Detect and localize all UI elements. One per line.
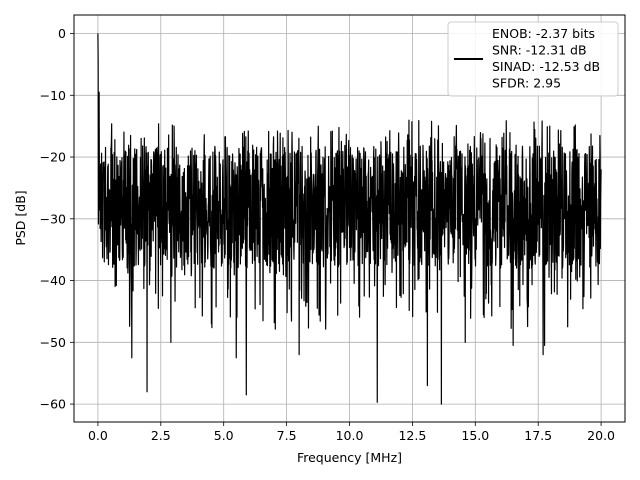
legend-label-line: SNR: -12.31 dB <box>492 43 587 58</box>
legend-label-line: SINAD: -12.53 dB <box>492 59 600 74</box>
legend-label-line: ENOB: -2.37 bits <box>492 26 595 41</box>
x-axis-ticks: 0.0 2.5 5.0 7.5 10.0 12.5 15.0 17.5 20.0 <box>88 422 615 443</box>
y-axis-ticks: 0 −10 −20 −30 −40 −50 −60 <box>40 26 74 412</box>
x-tick-label: 0.0 <box>88 428 108 443</box>
series-layer <box>97 33 602 405</box>
legend: ENOB: -2.37 bits SNR: -12.31 dB SINAD: -12… <box>447 21 619 97</box>
y-tick-label: −30 <box>40 211 66 226</box>
x-tick-label: 2.5 <box>151 428 171 443</box>
y-tick-label: 0 <box>58 26 66 41</box>
x-tick-label: 10.0 <box>336 428 364 443</box>
x-tick-label: 15.0 <box>461 428 489 443</box>
y-tick-label: −60 <box>40 397 66 412</box>
y-tick-label: −50 <box>40 335 66 350</box>
y-tick-label: −40 <box>40 273 66 288</box>
x-tick-label: 12.5 <box>398 428 426 443</box>
x-tick-label: 5.0 <box>214 428 234 443</box>
y-tick-label: −10 <box>40 88 66 103</box>
y-axis-title: PSD [dB] <box>13 190 28 245</box>
psd-series-line <box>97 33 602 405</box>
x-tick-label: 17.5 <box>524 428 552 443</box>
legend-box <box>447 21 619 97</box>
x-tick-label: 20.0 <box>587 428 615 443</box>
legend-label: ENOB: -2.37 bits SNR: -12.31 dB SINAD: -12… <box>492 26 600 91</box>
y-tick-label: −20 <box>40 150 66 165</box>
x-tick-label: 7.5 <box>277 428 297 443</box>
x-axis-title: Frequency [MHz] <box>297 450 402 465</box>
legend-label-line: SFDR: 2.95 <box>492 76 561 91</box>
